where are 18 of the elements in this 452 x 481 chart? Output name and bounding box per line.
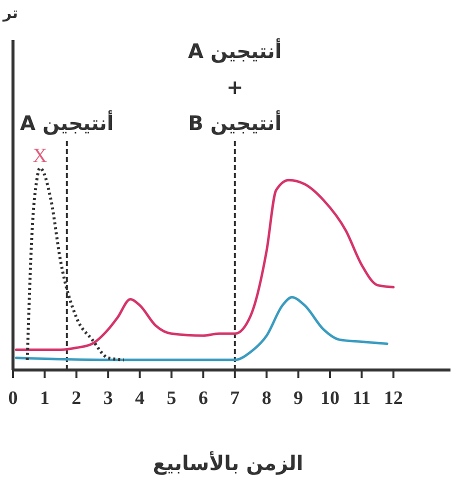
x-tick-label: 6 bbox=[198, 388, 208, 409]
text: تر bbox=[2, 4, 18, 22]
x-axis-title: الزمن بالأسابيع bbox=[152, 451, 304, 475]
ref-line-label: أنتيجين A bbox=[20, 110, 114, 135]
ref-line-label: أنتيجين A + أنتيجين B bbox=[188, 38, 282, 135]
x-tick-label: 10 bbox=[320, 388, 340, 409]
x-tick-label: 4 bbox=[135, 388, 146, 409]
x-tick-label: 8 bbox=[262, 388, 272, 409]
x-tick-label: 7 bbox=[230, 388, 240, 409]
x-tick-label: 2 bbox=[72, 388, 82, 409]
x-tick-label: 5 bbox=[166, 388, 176, 409]
x-tick-label: 0 bbox=[8, 388, 18, 409]
x-tick-label: 1 bbox=[40, 388, 50, 409]
x-tick-label: 9 bbox=[294, 388, 304, 409]
x-tick-label: 11 bbox=[352, 388, 371, 409]
x-tick-label: 12 bbox=[384, 388, 403, 409]
x-tick-label: 3 bbox=[103, 388, 113, 409]
series-label: X bbox=[32, 145, 48, 167]
